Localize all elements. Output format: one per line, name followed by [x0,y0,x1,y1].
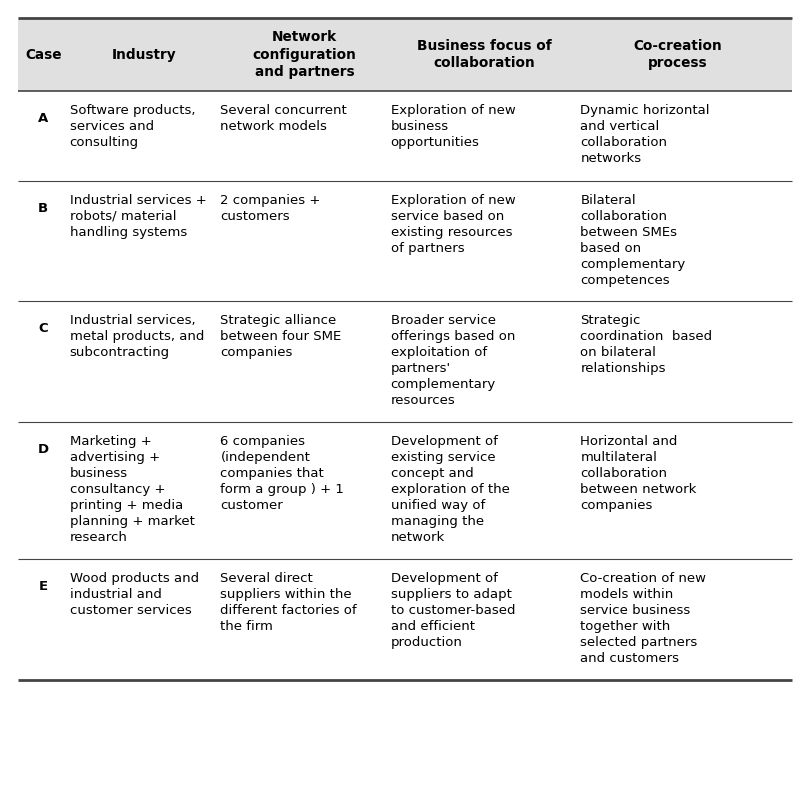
Text: Broader service
offerings based on
exploitation of
partners'
complementary
resou: Broader service offerings based on explo… [390,314,515,407]
Text: Industry: Industry [112,48,176,62]
Text: Horizontal and
multilateral
collaboration
between network
companies: Horizontal and multilateral collaboratio… [580,435,697,512]
Text: Co-creation of new
models within
service business
together with
selected partner: Co-creation of new models within service… [580,572,706,664]
Text: Strategic
coordination  based
on bilateral
relationships: Strategic coordination based on bilatera… [580,314,713,375]
Bar [18,181,792,302]
Bar [18,422,792,559]
Text: 2 companies +
customers: 2 companies + customers [220,193,321,223]
Text: E: E [39,580,48,592]
Text: Network
configuration
and partners: Network configuration and partners [253,30,356,79]
Text: A: A [38,112,49,125]
Bar [18,302,792,422]
Text: Bilateral
collaboration
between SMEs
based on
complementary
competences: Bilateral collaboration between SMEs bas… [580,193,685,287]
Text: Strategic alliance
between four SME
companies: Strategic alliance between four SME comp… [220,314,342,360]
Text: Co-creation
process: Co-creation process [633,39,723,70]
Text: Development of
suppliers to adapt
to customer-based
and efficient
production: Development of suppliers to adapt to cus… [390,572,515,649]
Text: Industrial services,
metal products, and
subcontracting: Industrial services, metal products, and… [70,314,204,360]
Text: C: C [38,322,48,335]
Bar [18,18,792,91]
Text: Marketing +
advertising +
business
consultancy +
printing + media
planning + mar: Marketing + advertising + business consu… [70,435,194,544]
Text: Software products,
services and
consulting: Software products, services and consulti… [70,105,195,150]
Text: Exploration of new
service based on
existing resources
of partners: Exploration of new service based on exis… [390,193,515,254]
Text: B: B [38,201,49,215]
Text: Business focus of
collaboration: Business focus of collaboration [417,39,552,70]
Text: Case: Case [25,48,62,62]
Bar [18,91,792,181]
Text: Several concurrent
network models: Several concurrent network models [220,105,347,133]
Text: Dynamic horizontal
and vertical
collaboration
networks: Dynamic horizontal and vertical collabor… [580,105,710,166]
Text: Exploration of new
business
opportunities: Exploration of new business opportunitie… [390,105,515,150]
Text: Development of
existing service
concept and
exploration of the
unified way of
ma: Development of existing service concept … [390,435,509,544]
Text: Industrial services +
robots/ material
handling systems: Industrial services + robots/ material h… [70,193,207,238]
Text: Several direct
suppliers within the
different factories of
the firm: Several direct suppliers within the diff… [220,572,357,633]
Text: Wood products and
industrial and
customer services: Wood products and industrial and custome… [70,572,198,617]
Text: D: D [37,443,49,456]
Text: 6 companies
(independent
companies that
form a group ) + 1
customer: 6 companies (independent companies that … [220,435,344,512]
Bar [18,559,792,680]
